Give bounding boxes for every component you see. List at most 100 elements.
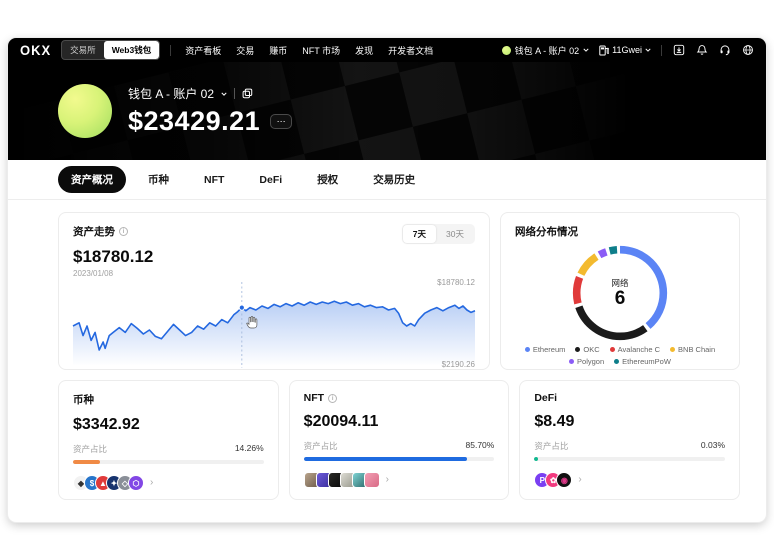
coins-value: $3342.92 (73, 416, 140, 433)
range-7d-button[interactable]: 7天 (402, 225, 437, 243)
total-balance: $23429.21 (128, 106, 261, 136)
coins-progress-track (73, 460, 264, 464)
defi-card: DeFi $8.49 资产占比 0.03% P ✿ ◉ › (519, 380, 741, 500)
nft-ratio-pct: 85.70% (465, 440, 495, 450)
info-icon[interactable]: i (119, 227, 128, 236)
legend-label: Ethereum (532, 345, 566, 354)
main-content: 资产走势 i 7天 30天 $18780.12 2023/01/08 $1878… (8, 200, 766, 500)
nft-card-title: NFT (303, 392, 325, 404)
network-distribution-card: 网络分布情况 网络 6 Ethereum OKC Avalanche C BNB Ch… (500, 212, 740, 370)
legend-item-EthereumPoW: EthereumPoW (614, 357, 671, 366)
wallet-dropdown-icon[interactable] (221, 91, 227, 97)
nav-link[interactable]: 开发者文档 (388, 45, 434, 56)
legend-dot (670, 347, 676, 352)
nav-link[interactable]: 交易 (236, 45, 255, 56)
nft-expand-chevron[interactable]: › (385, 474, 390, 485)
tab-币种[interactable]: 币种 (148, 174, 169, 186)
info-icon[interactable]: i (328, 393, 338, 403)
legend-label: OKC (583, 345, 600, 354)
defi-ratio-label: 资产占比 (534, 441, 569, 451)
nft-progress-track (303, 457, 495, 461)
legend-item-Ethereum: Ethereum (524, 345, 566, 354)
nft-thumbnail-6 (363, 472, 380, 488)
network-donut-chart: 网络 6 (515, 241, 725, 345)
trend-card-title: 资产走势 (73, 226, 115, 238)
hand-cursor-icon (246, 315, 257, 328)
nav-link[interactable]: 赚币 (269, 45, 288, 56)
download-app-icon[interactable] (672, 44, 685, 57)
donut-segment-OKC (572, 245, 668, 341)
legend-dot (575, 347, 581, 352)
tab-授权[interactable]: 授权 (317, 174, 339, 186)
top-nav-bar: OKX 交易所 Web3钱包 资产看板 交易 赚币 NFT 市场 发现 开发者文档 钱包 … (8, 38, 766, 62)
legend-item-OKC: OKC (575, 345, 600, 354)
fuel-pump-icon (599, 45, 610, 55)
defi-expand-chevron[interactable]: › (578, 474, 582, 485)
nav-link[interactable]: 发现 (355, 45, 374, 56)
legend-item-Avalanche C: Avalanche C (609, 345, 661, 354)
legend-label: EthereumPoW (622, 357, 671, 366)
account-selector[interactable]: 钱包 A - 账户 02 (501, 44, 590, 57)
account-label: 钱包 A - 账户 02 (514, 45, 580, 56)
chart-max-label: $18780.12 (437, 278, 475, 287)
network-card-title: 网络分布情况 (515, 226, 578, 238)
account-avatar (501, 45, 511, 55)
bell-icon[interactable] (695, 44, 708, 57)
nav-link[interactable]: 资产看板 (185, 45, 222, 56)
globe-icon[interactable] (741, 44, 754, 57)
donut-center-label: 网络 (611, 278, 629, 288)
wallet-avatar (58, 84, 112, 138)
tab-资产概况[interactable]: 资产概况 (58, 166, 126, 193)
gas-price-selector[interactable]: 11Gwei (599, 45, 651, 56)
legend-item-Polygon: Polygon (569, 357, 604, 366)
nft-thumbnails-row: › (303, 472, 495, 488)
coins-card: 币种 $3342.92 资产占比 14.26% ◆ $ ▲ ✦ ◇ ⬡ › (58, 380, 279, 500)
mode-tab-web3-wallet[interactable]: Web3钱包 (103, 41, 160, 59)
polygon-token-icon: ⬡ (128, 475, 144, 491)
divider (234, 88, 236, 99)
legend-dot (569, 359, 575, 364)
coins-card-title: 币种 (73, 394, 94, 406)
exchange-wallet-switch: 交易所 Web3钱包 (61, 40, 161, 60)
nft-card: NFT i $20094.11 资产占比 85.70% › (288, 380, 510, 500)
section-tabs: 资产概况 币种 NFT DeFi 授权 交易历史 (8, 160, 766, 200)
mode-tab-exchange[interactable]: 交易所 (70, 45, 96, 55)
divider (661, 44, 662, 56)
okx-logo: OKX (20, 42, 52, 58)
asset-trend-card: 资产走势 i 7天 30天 $18780.12 2023/01/08 $1878… (58, 212, 490, 370)
coins-expand-chevron[interactable]: › (150, 477, 154, 488)
trend-date: 2023/01/08 (73, 269, 114, 278)
legend-dot (614, 359, 620, 364)
legend-dot (609, 347, 615, 352)
black-protocol-icon: ◉ (556, 472, 573, 488)
defi-value: $8.49 (534, 413, 575, 430)
legend-label: BNB Chain (678, 345, 716, 354)
legend-dot (524, 347, 530, 352)
donut-segment-Ethereum (572, 245, 668, 341)
chart-min-label: $2190.26 (441, 360, 475, 369)
defi-progress-fill (534, 457, 539, 461)
nft-ratio-label: 资产占比 (303, 441, 338, 451)
protocol-icons-row: P ✿ ◉ › (534, 472, 725, 488)
nft-progress-fill (303, 457, 468, 461)
gas-price-label: 11Gwei (612, 45, 642, 55)
trend-chart[interactable]: $18780.12 $2190.26 (72, 278, 476, 369)
tab-NFT[interactable]: NFT (204, 173, 225, 186)
legend-item-BNB Chain: BNB Chain (670, 345, 715, 354)
defi-progress-track (534, 457, 726, 461)
legend-label: Avalanche C (617, 345, 661, 354)
chevron-down-icon (583, 48, 589, 52)
nav-link[interactable]: NFT 市场 (302, 45, 341, 56)
wallet-name: 钱包 A - 账户 02 (128, 87, 215, 101)
wallet-hero: 钱包 A - 账户 02 $23429.21 ⋯ (8, 62, 766, 160)
defi-card-title: DeFi (534, 392, 558, 404)
tab-DeFi[interactable]: DeFi (259, 173, 283, 186)
copy-address-icon[interactable] (242, 88, 253, 99)
more-actions-button[interactable]: ⋯ (270, 114, 293, 129)
topbar-right: 钱包 A - 账户 02 11Gwei (501, 44, 754, 57)
coins-progress-fill (73, 460, 101, 464)
tab-交易历史[interactable]: 交易历史 (373, 174, 416, 186)
headset-icon[interactable] (718, 44, 731, 57)
range-30d-button[interactable]: 30天 (446, 229, 464, 239)
range-switch: 7天 30天 (401, 224, 475, 244)
